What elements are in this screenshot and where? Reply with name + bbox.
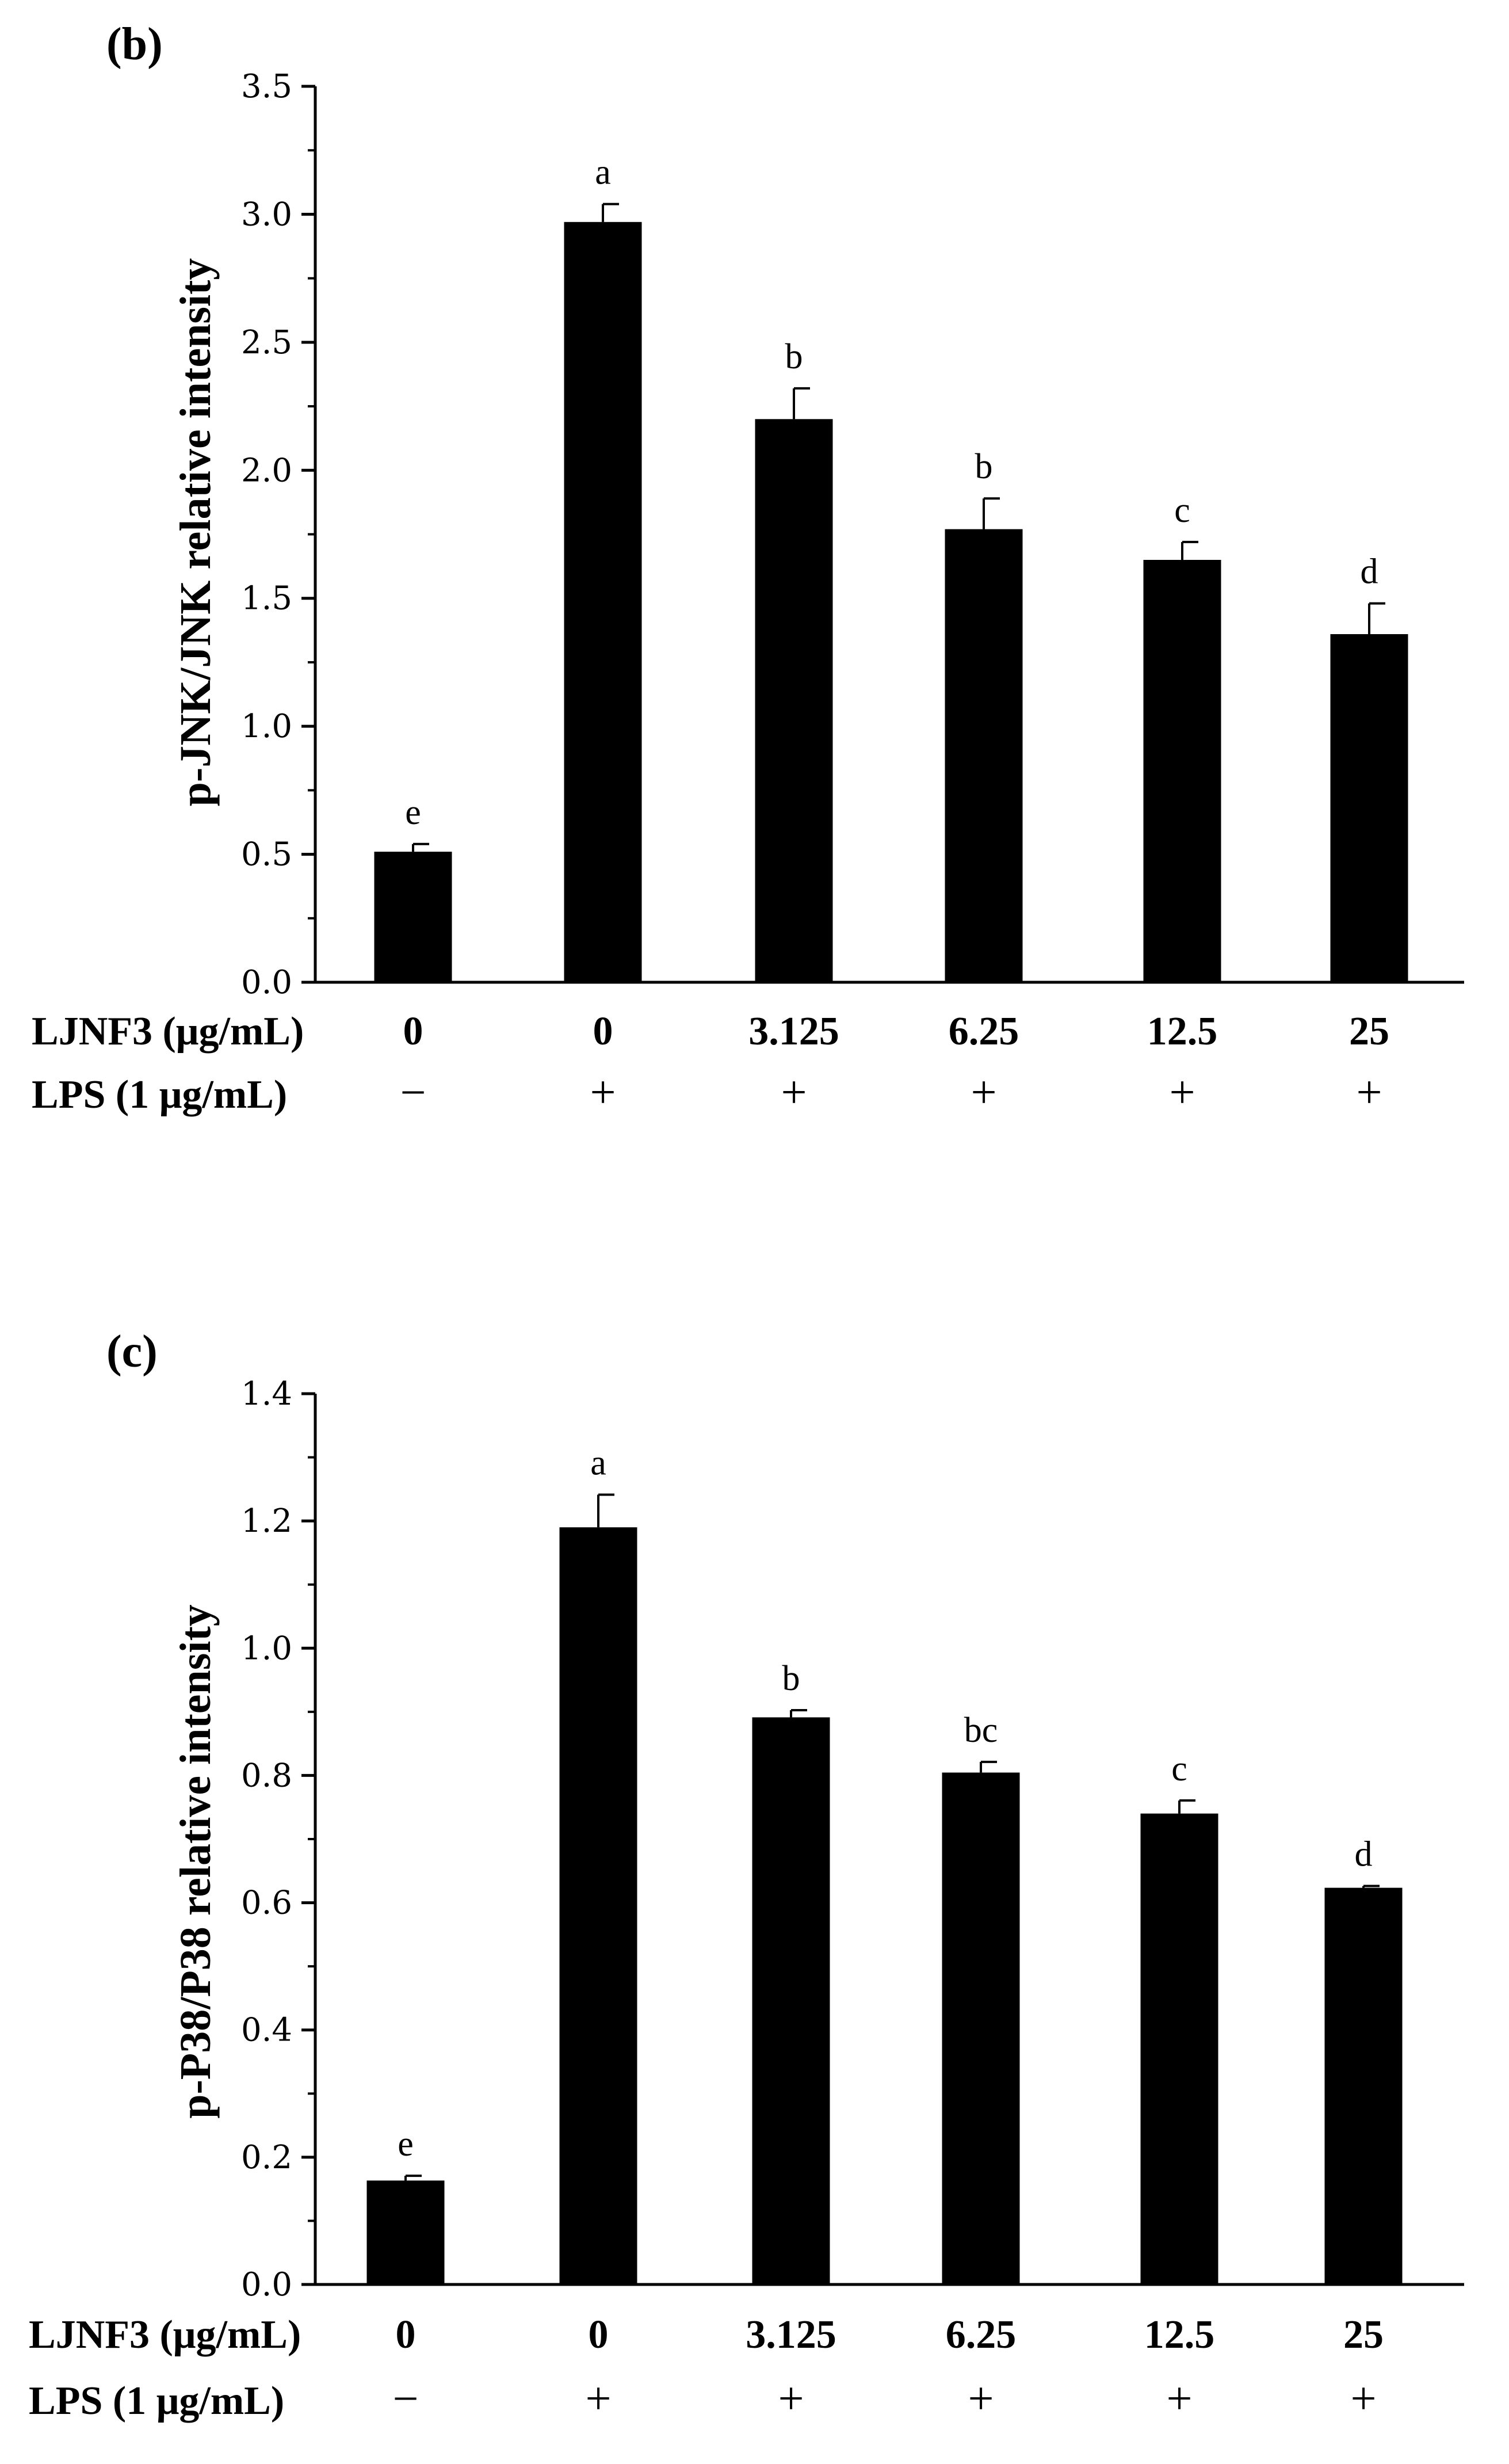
significance-label: b xyxy=(782,1659,800,1698)
significance-label: e xyxy=(398,2124,414,2164)
bar xyxy=(755,419,833,982)
significance-label: a xyxy=(595,153,611,192)
y-tick-label: 0.2 xyxy=(241,2139,292,2176)
y-tick-label: 0.0 xyxy=(241,964,292,1001)
significance-label: a xyxy=(590,1443,606,1482)
significance-label: d xyxy=(1361,552,1378,592)
ljnf3-value: 0 xyxy=(589,2313,609,2357)
bar xyxy=(945,529,1023,982)
lps-plus: + xyxy=(1166,2374,1192,2424)
ljnf3-value: 12.5 xyxy=(1147,1009,1218,1054)
panel-label-c: (c) xyxy=(106,1326,158,1377)
y-tick-label: 0.8 xyxy=(241,1757,292,1794)
lps-plus: + xyxy=(590,1067,616,1118)
axes-c: 0.0 0.2 0.4 0.6 0.8 1.0 1.2 1.4 xyxy=(241,1375,1464,2303)
bar xyxy=(942,1772,1020,2284)
lps-plus: + xyxy=(1356,1067,1382,1118)
lps-plus: + xyxy=(968,2374,994,2424)
chart-panel-b: (b) p-JNK/JNK relative intensity 0.0 0.5 1… xyxy=(32,19,1464,1118)
ljnf3-value: 0 xyxy=(403,1009,423,1054)
ljnf3-value: 6.25 xyxy=(946,2313,1017,2357)
significance-labels-c: e a b bc c d xyxy=(398,1443,1372,2164)
row-label-ljnf3-c: LJNF3 (μg/mL) xyxy=(29,2313,301,2357)
y-tick-label: 0.5 xyxy=(241,836,292,874)
ljnf3-value: 3.125 xyxy=(746,2313,836,2357)
significance-labels-b: e a b b c d xyxy=(405,153,1378,832)
error-bars-b xyxy=(412,203,1385,852)
ljnf3-value: 25 xyxy=(1343,2313,1384,2357)
error-bars-c xyxy=(404,1493,1380,2181)
lps-plus: + xyxy=(585,2374,611,2424)
ljnf3-value: 6.25 xyxy=(949,1009,1019,1054)
significance-label: e xyxy=(405,793,421,832)
y-tick-label: 3.5 xyxy=(241,68,292,105)
bars-b xyxy=(374,222,1408,982)
significance-label: b xyxy=(975,447,993,486)
bars-c xyxy=(366,1527,1403,2284)
lps-minus: − xyxy=(392,2374,418,2424)
y-tick-label: 2.0 xyxy=(241,452,292,489)
condition-rows-c: LJNF3 (μg/mL) LPS (1 μg/mL) 0 − 0 +3.125 +6.… xyxy=(29,2313,1384,2424)
lps-plus: + xyxy=(1350,2374,1376,2424)
ljnf3-value: 3.125 xyxy=(748,1009,839,1054)
panel-label-b: (b) xyxy=(106,19,163,70)
y-tick-label: 3.0 xyxy=(241,196,292,233)
axes-b: 0.0 0.5 1.0 1.5 2.0 2.5 3.0 3.5 xyxy=(241,68,1464,1001)
row-label-lps-b: LPS (1 μg/mL) xyxy=(32,1073,287,1117)
y-tick-label: 1.4 xyxy=(241,1375,292,1413)
bar xyxy=(564,222,642,982)
y-tick-label: 0.0 xyxy=(241,2266,292,2303)
bar xyxy=(1324,1887,1403,2284)
significance-label: c xyxy=(1174,491,1190,530)
lps-plus: + xyxy=(778,2374,804,2424)
significance-label: bc xyxy=(964,1711,998,1750)
bar xyxy=(1330,634,1408,982)
lps-plus: + xyxy=(971,1067,996,1118)
significance-label: d xyxy=(1355,1835,1373,1874)
ljnf3-value: 12.5 xyxy=(1144,2313,1215,2357)
bar xyxy=(752,1717,830,2284)
ljnf3-value: 0 xyxy=(593,1009,613,1054)
ljnf3-value: 25 xyxy=(1349,1009,1389,1054)
condition-rows-b: LJNF3 (μg/mL) LPS (1 μg/mL) 0 − 0 +3.125 +6.… xyxy=(32,1009,1389,1118)
ljnf3-value: 0 xyxy=(396,2313,416,2357)
y-tick-label: 0.4 xyxy=(241,2012,292,2049)
y-axis-label-b: p-JNK/JNK relative intensity xyxy=(171,258,220,807)
y-tick-label: 1.2 xyxy=(241,1502,292,1540)
y-tick-label: 0.6 xyxy=(241,1885,292,1922)
row-label-ljnf3-b: LJNF3 (μg/mL) xyxy=(32,1009,304,1054)
bar xyxy=(1143,559,1221,982)
chart-panel-c: (c) p-P38/P38 relative intensity 0.00.20… xyxy=(29,1326,1464,2424)
y-tick-label: 2.5 xyxy=(241,324,292,361)
lps-plus: + xyxy=(1169,1067,1195,1118)
row-label-lps-c: LPS (1 μg/mL) xyxy=(29,2379,284,2423)
lps-minus: − xyxy=(400,1067,426,1118)
y-tick-label: 1.0 xyxy=(241,1630,292,1667)
y-tick-label: 1.0 xyxy=(241,708,292,745)
significance-label: b xyxy=(785,337,803,376)
lps-plus: + xyxy=(781,1067,807,1118)
y-axis-label-c: p-P38/P38 relative intensity xyxy=(171,1604,220,2119)
bar xyxy=(374,852,452,982)
bar xyxy=(1140,1813,1218,2284)
bar xyxy=(559,1527,637,2284)
y-tick-label: 1.5 xyxy=(241,580,292,617)
bar xyxy=(366,2180,445,2284)
significance-label: c xyxy=(1171,1749,1187,1788)
